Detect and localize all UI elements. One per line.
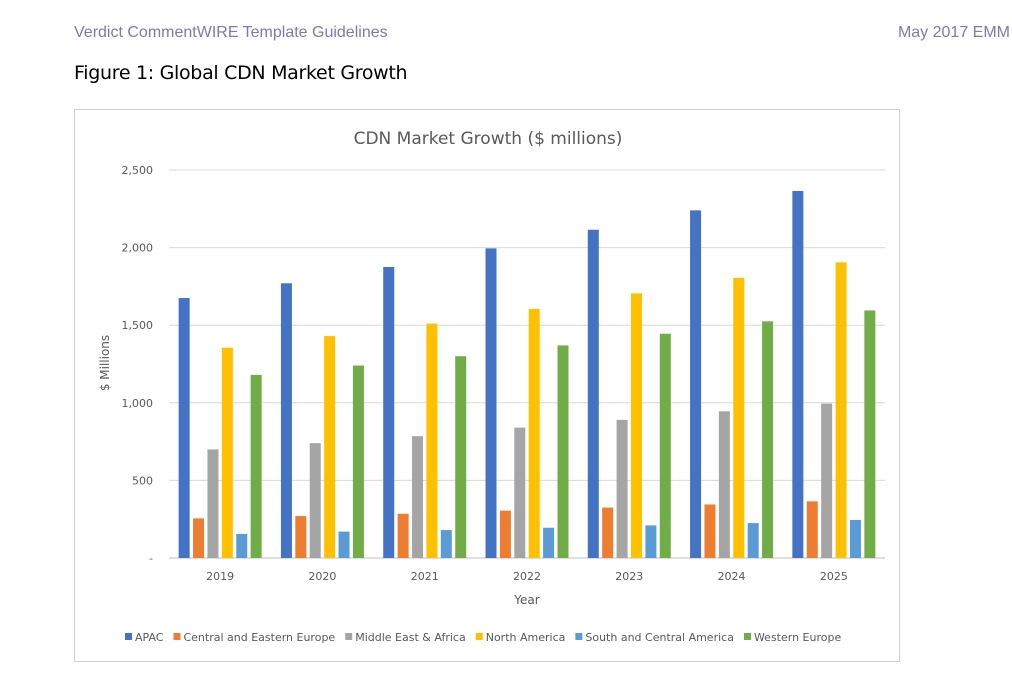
bar-middle-east-africa-2022: [514, 427, 526, 558]
bar-north-america-2024: [733, 277, 745, 558]
bar-south-and-central-america-2023: [645, 525, 657, 558]
bar-south-and-central-america-2022: [543, 527, 555, 558]
bar-apac-2021: [383, 267, 395, 558]
figure-caption: Figure 1: Global CDN Market Growth: [74, 62, 408, 84]
bar-central-and-eastern-europe-2023: [602, 507, 614, 558]
bar-south-and-central-america-2019: [236, 533, 248, 558]
legend-label: Middle East & Africa: [355, 631, 466, 644]
legend-label: North America: [486, 631, 566, 644]
bar-apac-2025: [792, 190, 804, 558]
bar-central-and-eastern-europe-2024: [704, 504, 716, 558]
bar-middle-east-africa-2025: [821, 403, 833, 558]
bar-middle-east-africa-2024: [718, 411, 730, 558]
bar-western-europe-2022: [557, 345, 569, 558]
legend-label: South and Central America: [585, 631, 734, 644]
bar-apac-2020: [280, 283, 292, 558]
bar-central-and-eastern-europe-2020: [295, 516, 307, 558]
x-tick-label: 2023: [615, 570, 643, 583]
bar-western-europe-2023: [659, 333, 671, 558]
bar-western-europe-2025: [864, 310, 876, 558]
bar-north-america-2019: [221, 347, 233, 558]
legend-item: Western Europe: [743, 631, 842, 644]
bar-apac-2019: [178, 298, 190, 558]
bar-apac-2024: [690, 210, 702, 558]
bar-central-and-eastern-europe-2019: [193, 518, 205, 558]
x-tick-label: 2025: [820, 570, 848, 583]
legend-label: APAC: [135, 631, 164, 644]
x-tick-label: 2022: [513, 570, 541, 583]
legend-item: North America: [475, 631, 566, 644]
y-axis-ticks: - 500 1,000 1,500 2,000 2,500: [122, 164, 154, 565]
bar-south-and-central-america-2020: [338, 531, 350, 558]
bar-central-and-eastern-europe-2022: [499, 510, 511, 558]
bar-south-and-central-america-2021: [440, 530, 452, 558]
bar-south-and-central-america-2024: [747, 523, 759, 558]
bar-north-america-2020: [324, 336, 336, 558]
legend-label: Central and Eastern Europe: [183, 631, 335, 644]
legend-swatch: [475, 633, 483, 640]
bar-apac-2023: [587, 229, 599, 558]
legend-item: South and Central America: [575, 631, 734, 644]
bar-middle-east-africa-2019: [207, 449, 219, 558]
legend-swatch: [125, 633, 132, 640]
legend-swatch: [575, 633, 583, 640]
legend-swatch: [173, 633, 181, 640]
bar-middle-east-africa-2023: [616, 419, 628, 558]
document-header-date: May 2017 EMM: [897, 24, 1010, 41]
gridlines: [169, 169, 885, 559]
bar-north-america-2025: [835, 262, 847, 558]
x-axis-label: Year: [513, 593, 539, 607]
bar-western-europe-2024: [762, 321, 774, 558]
bar-central-and-eastern-europe-2021: [397, 513, 409, 558]
y-tick-label: 2,500: [122, 164, 154, 177]
x-tick-label: 2019: [206, 570, 234, 583]
chart-title: CDN Market Growth ($ millions): [354, 129, 623, 149]
bar-western-europe-2021: [455, 356, 467, 558]
bar-apac-2022: [485, 248, 497, 558]
document-header-title: Verdict CommentWIRE Template Guidelines: [74, 24, 388, 41]
y-tick-label: -: [149, 552, 153, 565]
legend-item: APAC: [125, 631, 164, 644]
bar-north-america-2022: [528, 308, 540, 558]
y-axis-label: $ Millions: [98, 335, 112, 391]
bar-chart: - 500 1,000 1,500 2,000 2,500 2019 2020 2021 202…: [98, 129, 885, 644]
x-axis-ticks: 2019 2020 2021 2022 2023 2024 2025: [206, 570, 848, 583]
bar-middle-east-africa-2021: [412, 436, 424, 558]
bar-western-europe-2019: [250, 374, 262, 558]
y-tick-label: 1,500: [122, 319, 154, 332]
x-tick-label: 2021: [411, 570, 439, 583]
x-tick-label: 2020: [308, 570, 336, 583]
bar-north-america-2023: [630, 293, 642, 558]
bar-north-america-2021: [426, 323, 438, 558]
legend-swatch: [345, 633, 353, 640]
y-tick-label: 500: [132, 474, 153, 487]
y-tick-label: 2,000: [122, 242, 154, 255]
bars: [178, 190, 876, 558]
legend-item: Central and Eastern Europe: [173, 631, 335, 644]
chart-container: - 500 1,000 1,500 2,000 2,500 2019 2020 2021 202…: [74, 109, 900, 662]
legend: APAC Central and Eastern Europe Middle Eas…: [125, 631, 841, 644]
bar-central-and-eastern-europe-2025: [806, 501, 818, 558]
legend-label: Western Europe: [754, 631, 842, 644]
legend-item: Middle East & Africa: [345, 631, 466, 644]
bar-middle-east-africa-2020: [309, 443, 321, 558]
x-tick-label: 2024: [718, 570, 746, 583]
y-tick-label: 1,000: [122, 397, 154, 410]
bar-western-europe-2020: [352, 365, 364, 558]
legend-swatch: [743, 633, 751, 640]
bar-south-and-central-america-2025: [849, 519, 861, 558]
